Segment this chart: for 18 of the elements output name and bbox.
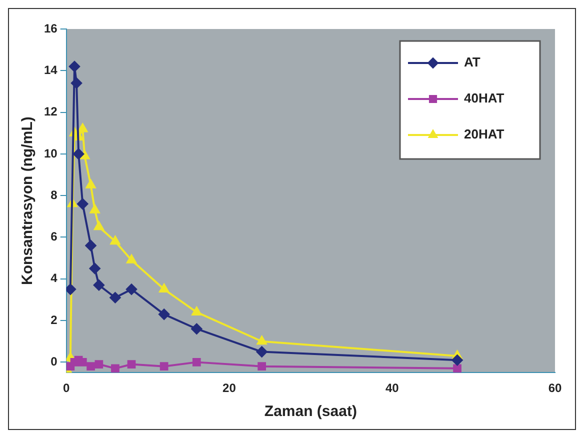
y-tick-label: 12: [44, 104, 58, 119]
y-tick-label: 0: [50, 354, 58, 368]
x-tick-label: 60: [548, 381, 562, 396]
y-axis-title: Konsantrasyon (ng/mL): [19, 116, 36, 285]
y-tick-label: 4: [50, 271, 58, 286]
y-tick-label: 16: [44, 21, 58, 36]
legend-label: 40HAT: [464, 90, 504, 106]
y-tick-label: 10: [44, 146, 58, 160]
y-tick-label: 2: [50, 312, 58, 327]
x-tick-label: 0: [63, 381, 70, 396]
y-tick-label: 6: [50, 230, 58, 244]
x-axis-title: Zaman (saat): [264, 403, 357, 420]
x-tick-label: 20: [222, 381, 236, 396]
x-tick-label: 40: [385, 381, 400, 396]
y-tick-label: 14: [44, 62, 58, 77]
legend-label: 20HAT: [464, 126, 504, 142]
y-tick-label: 8: [50, 188, 58, 202]
legend-label: AT: [464, 54, 480, 70]
